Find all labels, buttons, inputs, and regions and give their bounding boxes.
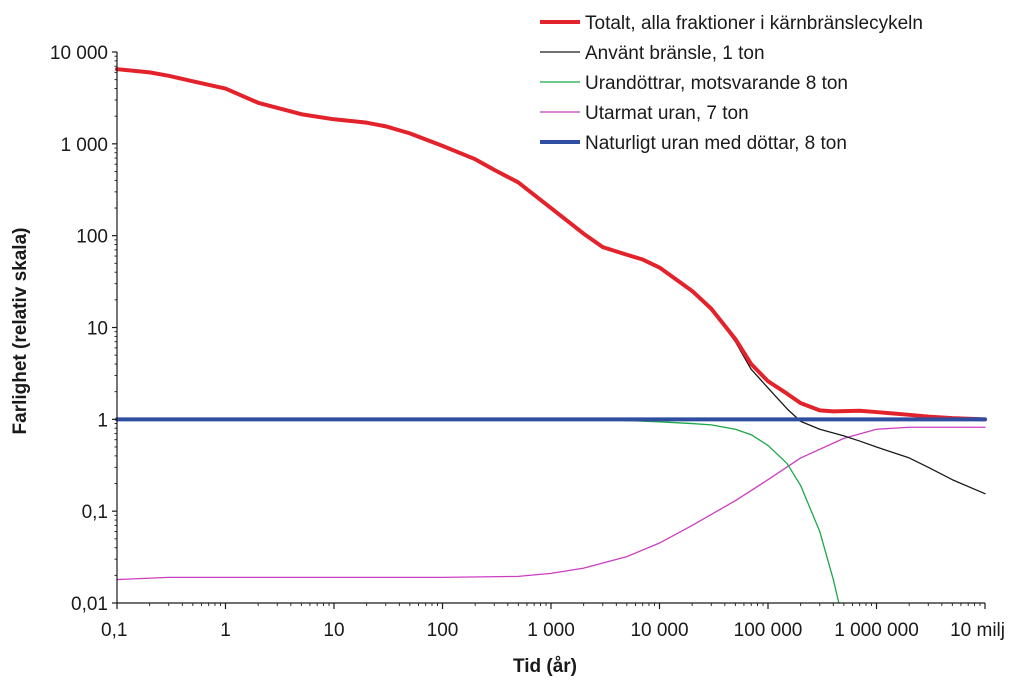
y-axis-title: Farlighet (relativ skala)	[10, 228, 31, 435]
x-tick-label: 10 000	[630, 620, 688, 641]
y-tick-label: 0,1	[82, 502, 108, 523]
x-tick-label: 0,1	[101, 620, 127, 641]
y-tick-label: 10 000	[50, 43, 108, 64]
legend-label-0: Totalt, alla fraktioner i kärnbränslecyk…	[585, 13, 923, 34]
series-layer	[115, 67, 987, 604]
y-tick-label: 1 000	[60, 135, 108, 156]
x-axis-title: Tid (år)	[513, 656, 577, 677]
legend-label-4: Naturligt uran med döttar, 8 ton	[585, 133, 847, 154]
x-tick-label: 10 milj	[950, 620, 1005, 641]
x-tick-label: 1 000 000	[834, 620, 919, 641]
legend-label-2: Urandöttrar, motsvarande 8 ton	[585, 73, 848, 94]
y-tick-label: 0,01	[71, 594, 108, 615]
y-tick-label: 1	[97, 410, 108, 431]
legend: Totalt, alla fraktioner i kärnbränslecyk…	[540, 13, 923, 154]
y-tick-label: 10	[87, 319, 108, 340]
x-tick-label: 100 000	[734, 620, 803, 641]
x-tick-label: 10	[323, 620, 344, 641]
series-line-0	[115, 67, 987, 422]
series-line-3	[116, 426, 986, 581]
x-tick-label: 1	[220, 620, 231, 641]
legend-label-3: Utarmat uran, 7 ton	[585, 103, 749, 124]
x-tick-label: 100	[427, 620, 459, 641]
ticks-layer: 0,01 0,1 1 10 100 1 000 10 000 0,1 1 10 100 1 000 10…	[50, 43, 1005, 641]
legend-label-1: Använt bränsle, 1 ton	[585, 43, 765, 64]
x-tick-label: 1 000	[527, 620, 575, 641]
y-tick-label: 100	[76, 227, 108, 248]
